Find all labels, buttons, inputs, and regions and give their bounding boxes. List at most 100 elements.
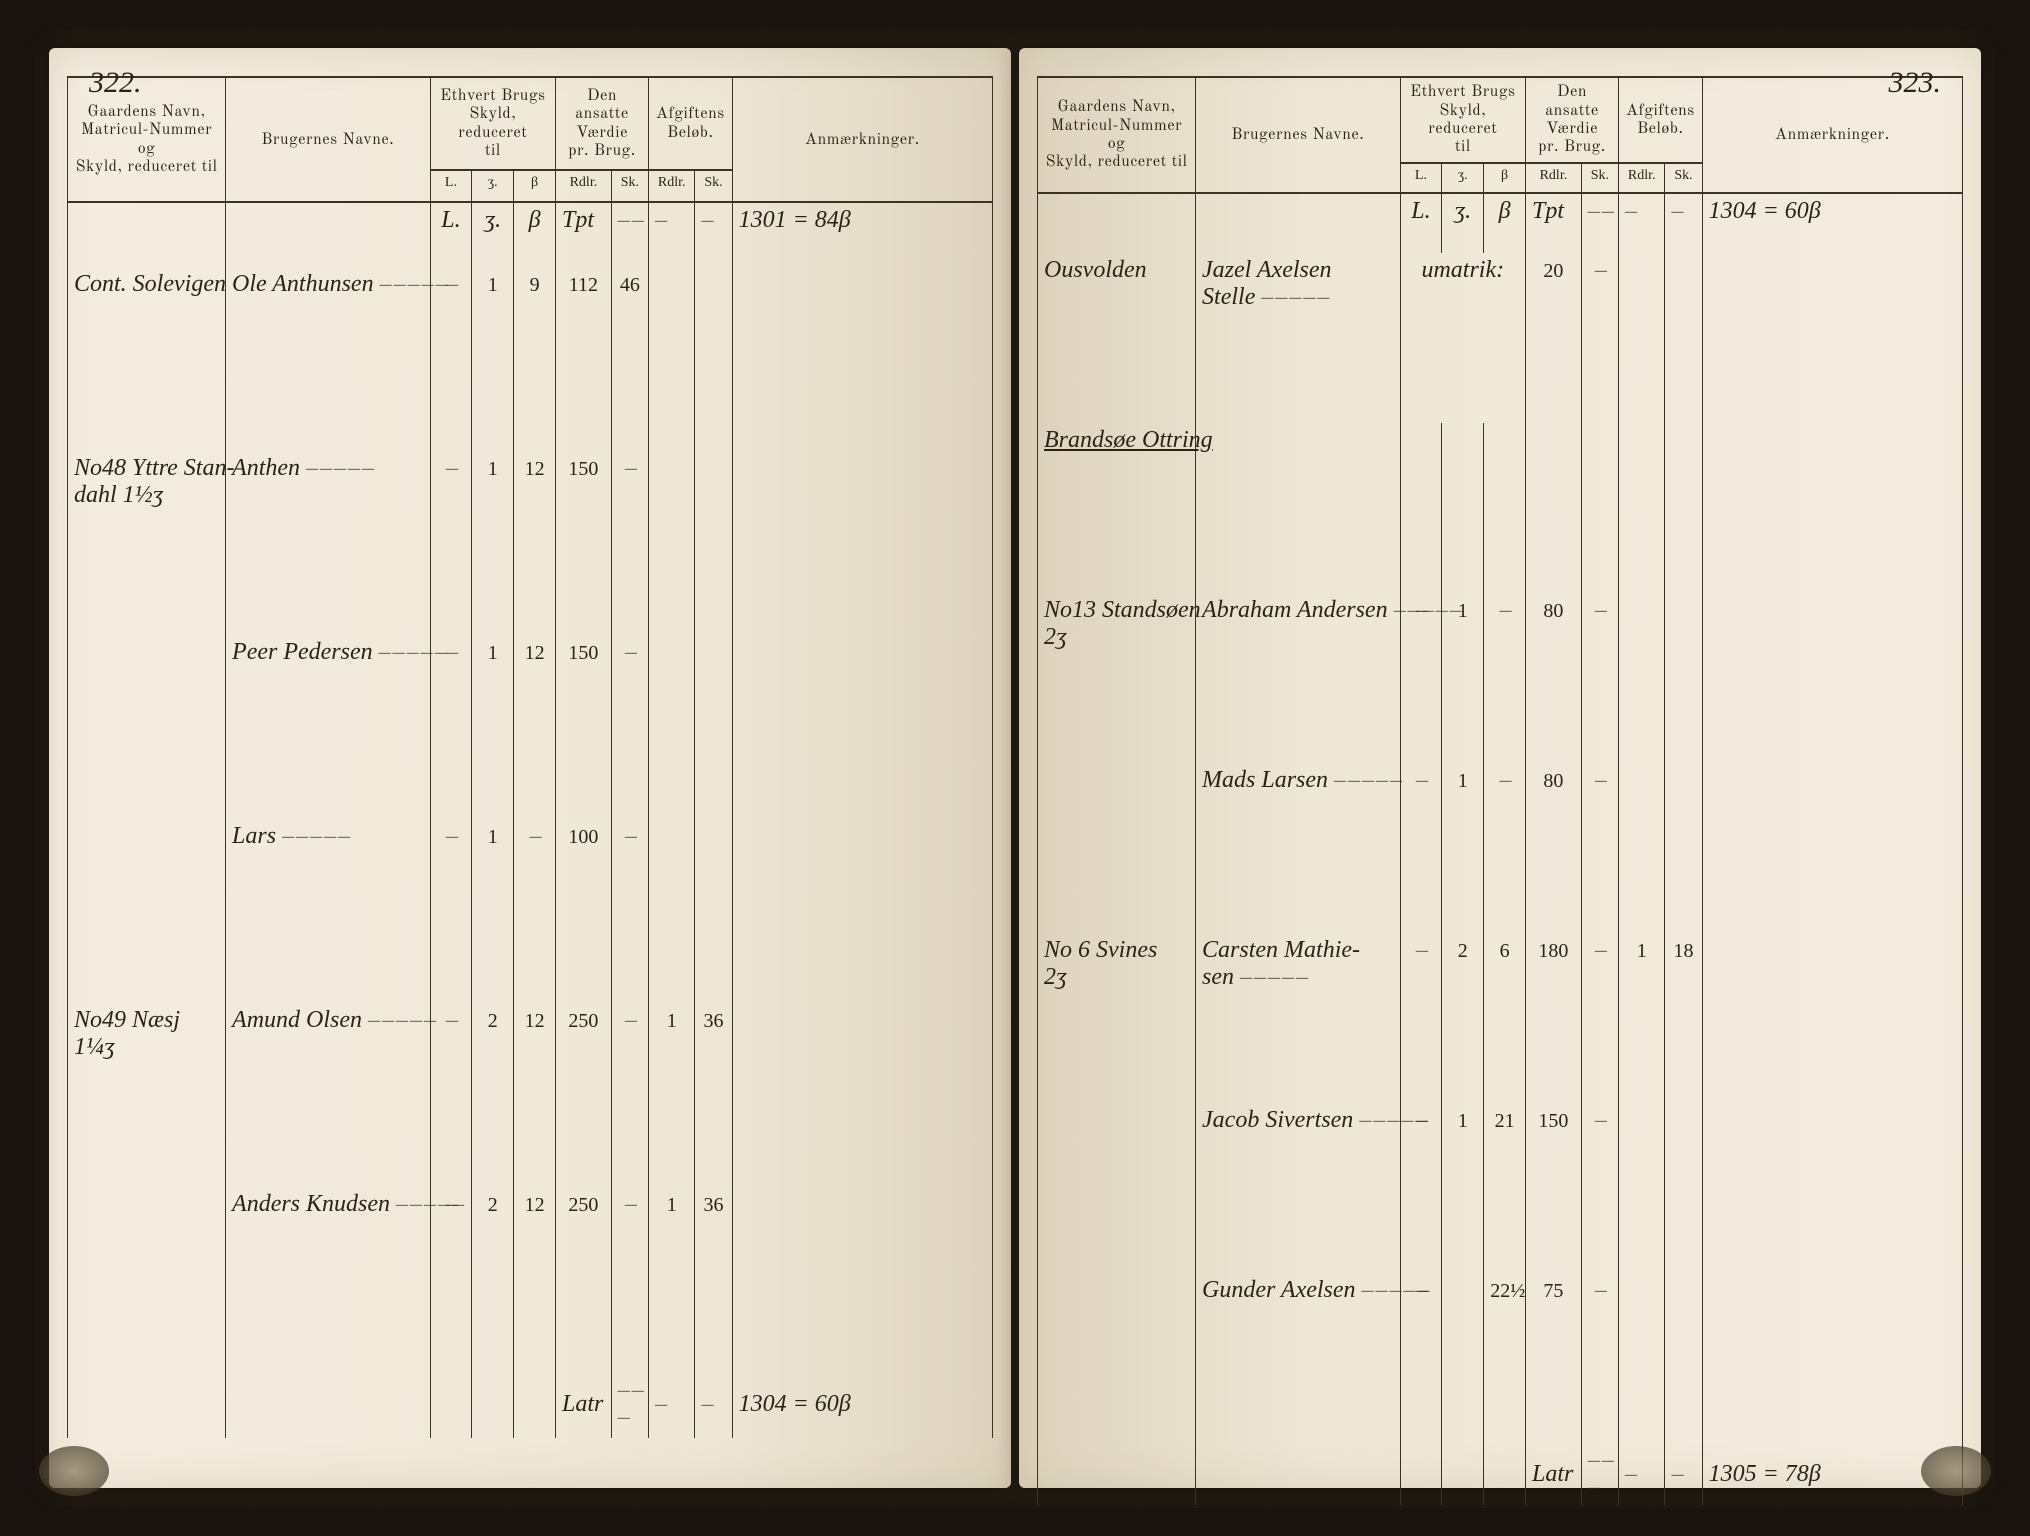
cell-sk-l: –: [430, 451, 472, 635]
sub-sk1: Sk.: [1581, 163, 1618, 193]
cell-afg-rdlr: [1618, 593, 1664, 763]
cell-anm: [732, 819, 992, 1003]
cell-val-rdlr: 20: [1526, 253, 1582, 423]
cell-sk-l: –: [430, 1003, 472, 1187]
table-row: No13 Standsøen2ʒAbraham Andersen – – – –…: [1038, 593, 1963, 763]
cell-sk-b: 9: [514, 267, 556, 451]
cell-bruger: Gunder Axelsen – – – – –: [1196, 1273, 1401, 1443]
cell-gaard: [68, 635, 226, 819]
table-row: OusvoldenJazel AxelsenStelle – – – – –um…: [1038, 253, 1963, 423]
cell-val-sk: –: [611, 819, 648, 1003]
sub-rdlr1: Rdlr.: [1526, 163, 1582, 193]
cell-sk-b: 21: [1484, 1103, 1526, 1273]
page-curl-icon: [1921, 1446, 1991, 1496]
cell-afg-rdlr: [1618, 763, 1664, 933]
cell-afg-sk: [1665, 253, 1702, 423]
table-row: Anders Knudsen – – – – ––212250–136: [68, 1187, 993, 1371]
cell-bruger: Abraham Andersen – – – – –: [1196, 593, 1401, 763]
cell-anm: [1702, 593, 1962, 763]
cell-val-rdlr: 75: [1526, 1273, 1582, 1443]
page-right: 323. Gaardens Navn,Matricul-Nummer ogSky…: [1019, 48, 1981, 1488]
table-row: Peer Pedersen – – – – ––112150–: [68, 635, 993, 819]
cell-gaard: No13 Standsøen2ʒ: [1038, 593, 1196, 763]
cell-gaard: [68, 819, 226, 1003]
cell-sk-s: 1: [472, 819, 514, 1003]
sub-s: ʒ.: [1442, 163, 1484, 193]
cell-val-sk: –: [1581, 1273, 1618, 1443]
cell-afg-sk: [1665, 763, 1702, 933]
cell-anm: [1702, 1273, 1962, 1443]
cell-sk-s: 2: [472, 1003, 514, 1187]
cell-sk-b: –: [514, 819, 556, 1003]
cell-sk-b: –: [1484, 593, 1526, 763]
cell-val-rdlr: 150: [556, 451, 612, 635]
cell-afg-sk: [1665, 1273, 1702, 1443]
cell-val-rdlr: 112: [556, 267, 612, 451]
ledger-table-left: Gaardens Navn,Matricul-Nummer ogSkyld, r…: [67, 76, 993, 1438]
cell-afg-rdlr: 1: [1618, 933, 1664, 1103]
cell-gaard: No49 Næsj1¼ʒ: [68, 1003, 226, 1187]
carry-row: L. ʒ. β Tpt – – –– 1304 = 60β: [1038, 193, 1963, 253]
cell-anm: [1702, 1103, 1962, 1273]
cell-bruger: Ole Anthunsen – – – – –: [226, 267, 431, 451]
sub-rdlr2: Rdlr.: [1618, 163, 1664, 193]
cell-val-sk: –: [611, 451, 648, 635]
cell-sk-s: 2: [472, 1187, 514, 1371]
cell-afg-sk: [695, 819, 732, 1003]
cell-sk-b: 6: [1484, 933, 1526, 1103]
cell-sk-b: 12: [514, 451, 556, 635]
cell-val-sk: –: [1581, 933, 1618, 1103]
cell-sk-b: –: [1484, 763, 1526, 933]
cell-afg-sk: 18: [1665, 933, 1702, 1103]
cell-sk-b: 12: [514, 1187, 556, 1371]
carry-sum: 1304 = 60β: [1702, 193, 1962, 253]
table-row: No 6 Svines2ʒCarsten Mathie-sen – – – – …: [1038, 933, 1963, 1103]
cell-val-sk: 46: [611, 267, 648, 451]
cell-sk-l: –: [1400, 763, 1442, 933]
sum-label: Latr: [556, 1371, 612, 1438]
sub-l: L.: [430, 170, 472, 202]
col-vaerdie: Den ansatteVærdiepr. Brug.: [1526, 77, 1619, 163]
ledger-table-right: Gaardens Navn,Matricul-Nummer ogSkyld, r…: [1037, 76, 1963, 1505]
col-bruger: Brugernes Navne.: [226, 77, 431, 202]
col-gaard: Gaardens Navn,Matricul-Nummer ogSkyld, r…: [1038, 77, 1196, 193]
cell-sk-s: 1: [472, 635, 514, 819]
sub-sk2: Sk.: [695, 170, 732, 202]
section-heading: Brandsøe Ottring: [1038, 423, 1196, 593]
cell-afg-rdlr: [648, 451, 694, 635]
cell-afg-rdlr: [1618, 1103, 1664, 1273]
cell-bruger: Anders Knudsen – – – – –: [226, 1187, 431, 1371]
cell-val-sk: –: [1581, 763, 1618, 933]
cell-sk-s: [1442, 1273, 1484, 1443]
cell-bruger: Amund Olsen – – – – –: [226, 1003, 431, 1187]
cell-sk-s: 1: [1442, 1103, 1484, 1273]
cell-bruger: Lars – – – – –: [226, 819, 431, 1003]
cell-sk-s: 1: [1442, 763, 1484, 933]
cell-sk-b: 12: [514, 635, 556, 819]
cell-afg-rdlr: [648, 819, 694, 1003]
cell-gaard: [1038, 1103, 1196, 1273]
table-row: Jacob Sivertsen – – – – ––121150–: [1038, 1103, 1963, 1273]
cell-val-sk: –: [611, 1187, 648, 1371]
sub-sk1: Sk.: [611, 170, 648, 202]
table-header-row: Gaardens Navn,Matricul-Nummer ogSkyld, r…: [1038, 77, 1963, 163]
cell-sk-l: –: [1400, 933, 1442, 1103]
sub-rdlr2: Rdlr.: [648, 170, 694, 202]
section-heading-row: Brandsøe Ottring: [1038, 423, 1963, 593]
col-vaerdie: Den ansatteVærdiepr. Brug.: [556, 77, 649, 170]
cell-gaard: No48 Yttre Stan-dahl 1½ʒ: [68, 451, 226, 635]
cell-sk-b: 22½: [1484, 1273, 1526, 1443]
carry-tpt: Tpt: [556, 202, 612, 267]
cell-val-rdlr: 180: [1526, 933, 1582, 1103]
cell-anm: [732, 1187, 992, 1371]
col-afgift: AfgiftensBeløb.: [648, 77, 732, 170]
cell-afg-sk: [695, 267, 732, 451]
table-row: Gunder Axelsen – – – – ––22½75–: [1038, 1273, 1963, 1443]
page-left: 322. Gaardens Navn,Matricul-Nummer ogSky…: [49, 48, 1011, 1488]
col-skyld: Ethvert BrugsSkyld, reducerettil: [430, 77, 555, 170]
cell-val-sk: –: [1581, 253, 1618, 423]
cell-anm: [732, 451, 992, 635]
cell-bruger: Mads Larsen – – – – –: [1196, 763, 1401, 933]
sub-rdlr1: Rdlr.: [556, 170, 612, 202]
cell-anm: [1702, 763, 1962, 933]
